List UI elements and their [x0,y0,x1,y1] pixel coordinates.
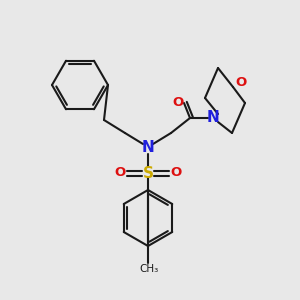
Text: O: O [170,167,182,179]
Text: N: N [207,110,219,125]
Text: N: N [142,140,154,155]
Text: S: S [142,166,154,181]
Text: O: O [172,95,184,109]
Text: O: O [236,76,247,88]
Text: O: O [114,167,126,179]
Text: CH₃: CH₃ [140,264,159,274]
